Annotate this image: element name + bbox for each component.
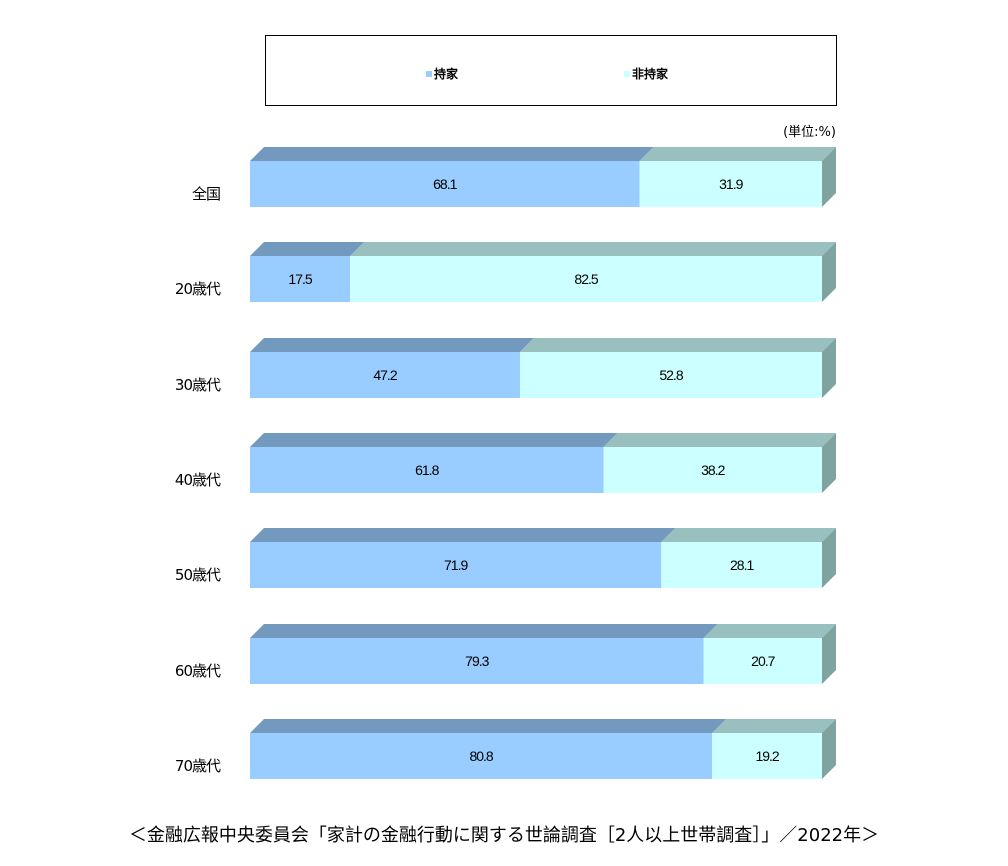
category-label: 30歳代 [174,375,221,394]
chart-legend: 持家 非持家 [265,35,837,106]
bar-top-non-own [703,623,836,638]
bar-top-non-own [712,718,836,733]
bar-top-non-own [519,337,836,352]
bar-side [822,718,836,779]
bar-top-non-own [350,242,836,257]
bar-segment-non-own [712,732,822,779]
legend-swatch-own [426,70,432,77]
value-label-own: 61.8 [415,462,439,478]
stacked-bar: 80.8 19.2 [250,718,836,779]
legend-label-non-own: 非持家 [632,67,669,81]
stacked-bar: 71.9 28.1 [250,528,836,589]
bar-segment-non-own [519,351,822,398]
bar-segment-own [250,161,640,207]
legend-item-non-own: 非持家 [624,65,668,82]
bar-segment-own [250,732,713,779]
value-label-non-own: 19.2 [755,748,779,764]
bar-segment-non-own [703,637,822,684]
category-label: 40歳代 [174,470,221,489]
bar-top-own [250,242,365,257]
category-label: 全国 [191,185,221,203]
source-caption: ＜金融広報中央委員会「家計の金融行動に関する世論調査［2人以上世帯調査］」／20… [128,825,880,846]
category-label: 70歳代 [174,756,221,775]
bar-top-own [250,623,718,638]
value-label-non-own: 20.7 [751,653,775,669]
bar-side [822,528,836,589]
bar-top-own [250,432,618,447]
bar-segment-own [250,256,351,303]
bar-segment-non-own [350,256,822,303]
category-label: 50歳代 [174,566,221,585]
bar-side [822,623,836,684]
value-label-non-own: 31.9 [719,176,743,192]
bar-top-own [250,337,534,352]
category-label: 20歳代 [174,280,221,299]
bar-segment-non-own [603,446,822,493]
legend-item-own: 持家 [426,65,458,82]
value-label-own: 47.2 [373,367,397,383]
legend-label-own: 持家 [434,67,459,81]
value-label-own: 80.8 [469,748,493,764]
bar-segment-non-own [639,161,822,207]
bar-segment-own [250,637,704,684]
value-label-non-own: 52.8 [659,367,683,383]
unit-label: (単位:%) [783,125,836,140]
value-label-non-own: 82.5 [574,271,598,287]
bar-top-own [250,528,676,543]
legend-swatch-non-own [624,70,630,77]
bar-top-non-own [639,147,836,161]
bar-top-non-own [603,432,836,447]
value-label-own: 68.1 [433,176,457,192]
value-label-own: 79.3 [465,653,489,669]
bar-top-own [250,147,654,161]
bar-segment-own [250,351,520,398]
stacked-bar: 17.5 82.5 [250,242,836,303]
stacked-bar: 68.1 31.9 [250,147,836,207]
stacked-bar: 61.8 38.2 [250,432,836,493]
bar-side [822,432,836,493]
value-label-own: 71.9 [444,557,468,573]
bar-side [822,242,836,303]
bar-side [822,337,836,398]
value-label-own: 17.5 [288,271,312,287]
bar-top-own [250,718,727,733]
stacked-bar: 47.2 52.8 [250,337,836,398]
bar-segment-own [250,446,604,493]
category-label: 60歳代 [174,661,221,680]
bar-segment-non-own [661,542,822,589]
bar-segment-own [250,542,662,589]
bar-side [822,147,836,207]
value-label-non-own: 38.2 [701,462,725,478]
stacked-bar: 79.3 20.7 [250,623,836,684]
value-label-non-own: 28.1 [730,557,754,573]
bar-top-non-own [661,528,836,543]
